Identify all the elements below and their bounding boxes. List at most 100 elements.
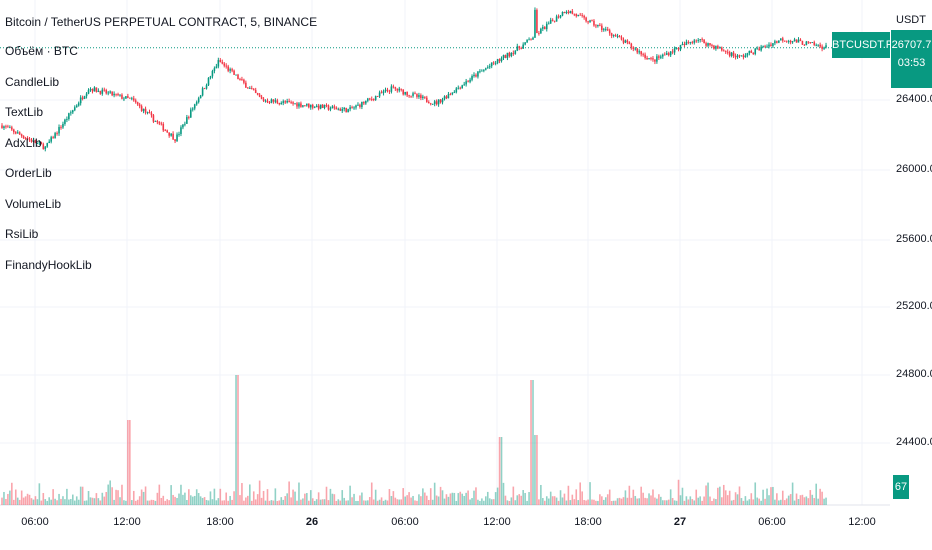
volume-bar bbox=[549, 491, 552, 505]
volume-bar bbox=[469, 499, 471, 505]
indicator-textlib[interactable]: TextLib bbox=[5, 105, 44, 119]
volume-bar bbox=[821, 491, 823, 505]
candle-body bbox=[392, 86, 395, 88]
symbol-title[interactable]: Bitcoin / TetherUS PERPETUAL CONTRACT, 5… bbox=[5, 15, 318, 29]
candle-body bbox=[437, 99, 440, 105]
volume-bar bbox=[394, 497, 397, 505]
candle-body bbox=[150, 113, 153, 116]
volume-bar bbox=[715, 499, 717, 505]
volume-bar bbox=[89, 497, 92, 505]
candle-body bbox=[709, 43, 711, 45]
volume-bar bbox=[705, 485, 707, 505]
candle-body bbox=[455, 88, 458, 93]
volume-bar bbox=[738, 486, 741, 505]
volume-bar bbox=[620, 498, 623, 505]
volume-bar bbox=[579, 482, 581, 505]
candle-body bbox=[722, 50, 725, 52]
volume-bar bbox=[681, 487, 684, 505]
indicator-volumelib[interactable]: VolumeLib bbox=[5, 196, 62, 211]
volume-bar bbox=[282, 499, 285, 505]
volume-bar bbox=[599, 494, 601, 505]
candle-body bbox=[249, 88, 251, 89]
candle-body bbox=[75, 105, 78, 108]
indicator-candlelib[interactable]: CandleLib bbox=[5, 74, 60, 89]
volume-bar bbox=[56, 500, 58, 505]
candle-body bbox=[803, 44, 806, 46]
candle-body bbox=[378, 92, 381, 97]
candle-body bbox=[166, 130, 168, 133]
volume-bar bbox=[85, 500, 88, 505]
candle-body bbox=[587, 21, 589, 23]
volume-bar bbox=[384, 499, 387, 505]
volume-bar bbox=[5, 499, 7, 505]
candle-body bbox=[154, 121, 157, 122]
candle-body bbox=[652, 58, 654, 60]
candle-body bbox=[101, 89, 104, 94]
candle-body bbox=[522, 44, 524, 49]
candle-body bbox=[719, 47, 721, 49]
volume-bar bbox=[809, 490, 812, 505]
candle-body bbox=[140, 106, 143, 111]
candle-body bbox=[756, 48, 758, 50]
volume-bar bbox=[485, 496, 487, 505]
volume-bar bbox=[264, 500, 267, 505]
volume-bar bbox=[144, 486, 147, 505]
volume-bar bbox=[296, 500, 298, 505]
candle-body bbox=[60, 127, 62, 128]
volume-bar bbox=[290, 497, 292, 505]
volume-bar bbox=[382, 500, 385, 505]
volume-bar bbox=[638, 498, 640, 505]
volume-bar bbox=[46, 500, 49, 505]
candle-body bbox=[705, 43, 707, 46]
candle-body bbox=[117, 94, 119, 96]
candle-body bbox=[160, 123, 163, 125]
candle-body bbox=[68, 113, 70, 120]
candle-body bbox=[469, 79, 471, 82]
candle-body bbox=[1, 125, 3, 129]
volume-bar bbox=[404, 496, 406, 505]
volume-bar bbox=[170, 485, 172, 505]
candle-body bbox=[662, 54, 664, 57]
candle-body bbox=[384, 89, 387, 92]
candle-body bbox=[95, 87, 98, 92]
candle-body bbox=[646, 57, 648, 60]
candle-body bbox=[821, 46, 823, 49]
candle-body bbox=[402, 89, 404, 95]
candle-body bbox=[628, 42, 631, 44]
candle-body bbox=[734, 56, 737, 58]
volume-bar bbox=[719, 486, 721, 505]
candle-body bbox=[481, 70, 483, 72]
candle-body bbox=[431, 103, 434, 105]
candle-body bbox=[603, 29, 605, 31]
candle-body bbox=[178, 134, 180, 135]
volume-bar bbox=[471, 498, 473, 505]
volume-bar bbox=[254, 499, 257, 505]
candle-body bbox=[414, 93, 416, 95]
volume-bar bbox=[245, 497, 247, 505]
candle-body bbox=[311, 104, 314, 108]
volume-bar bbox=[581, 491, 583, 505]
volume-bar bbox=[604, 497, 607, 505]
volume-bar bbox=[262, 490, 265, 505]
candle-body bbox=[125, 96, 127, 99]
candle-body bbox=[416, 94, 418, 97]
indicator-orderlib[interactable]: OrderLib bbox=[5, 166, 52, 180]
candle-body bbox=[559, 15, 562, 18]
volume-bar bbox=[648, 493, 650, 505]
candle-body bbox=[809, 42, 812, 43]
volume-bar bbox=[398, 499, 401, 505]
candle-body bbox=[439, 99, 442, 103]
volume-badge: 67 bbox=[893, 475, 909, 499]
candle-body bbox=[254, 89, 257, 94]
indicator-volume[interactable]: Объём · BTC bbox=[5, 44, 78, 58]
volume-bar bbox=[642, 492, 644, 505]
volume-bar bbox=[650, 495, 652, 505]
candle-body bbox=[225, 65, 227, 67]
indicator-finandyhooklib[interactable]: FinandyHookLib bbox=[5, 257, 92, 272]
volume-bar bbox=[91, 497, 94, 505]
volume-bar bbox=[504, 495, 507, 505]
indicator-rsilib[interactable]: RsiLib bbox=[5, 227, 39, 241]
indicator-adxlib[interactable]: AdxLib bbox=[5, 135, 42, 150]
candle-body bbox=[363, 101, 365, 104]
